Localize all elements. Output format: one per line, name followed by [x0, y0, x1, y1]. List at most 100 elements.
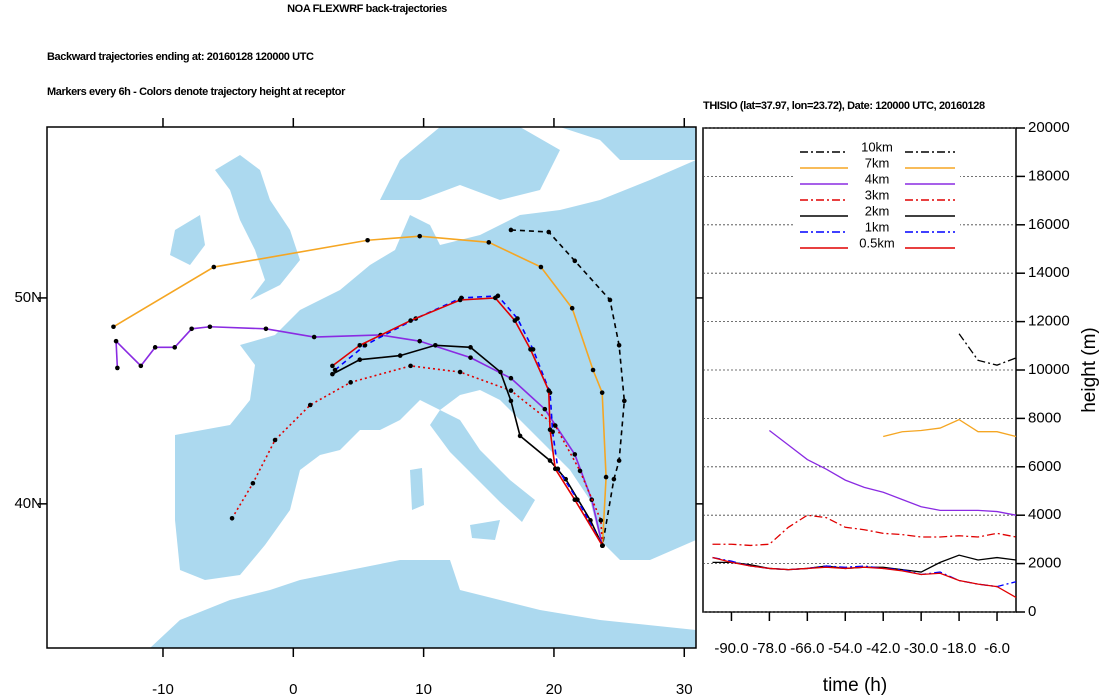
- y-tick-label: 14000: [1028, 264, 1070, 281]
- trajectory: [331, 297, 604, 547]
- trajectory: [332, 344, 604, 546]
- trajectory-marker: [508, 398, 514, 404]
- continent: [175, 160, 696, 580]
- x-tick-label: -78.0: [752, 640, 786, 657]
- trajectory-marker: [616, 342, 622, 348]
- trajectory-marker: [311, 334, 317, 340]
- trajectory-marker: [508, 388, 514, 393]
- trajectory-marker: [552, 423, 558, 428]
- trajectory-marker: [546, 388, 552, 393]
- trajectory-marker: [211, 264, 217, 270]
- trajectory-marker: [616, 458, 622, 463]
- trajectory-marker: [457, 297, 463, 303]
- x-tick-label: 10: [415, 681, 432, 698]
- x-tick-label: 20: [546, 681, 563, 698]
- trajectory-marker: [528, 347, 533, 352]
- africa: [150, 560, 696, 648]
- sicily: [470, 520, 500, 540]
- trajectory-marker: [332, 367, 338, 373]
- legend-label: 0.5km: [859, 235, 894, 250]
- trajectory-marker: [538, 264, 544, 270]
- x-tick-label: -10: [152, 681, 174, 698]
- y-tick-label: 12000: [1028, 313, 1070, 330]
- legend-label: 4km: [865, 171, 890, 186]
- trajectory-marker: [330, 371, 335, 377]
- x-tick-label: -66.0: [790, 640, 824, 657]
- trajectory-marker: [607, 297, 613, 303]
- trajectory-marker: [572, 452, 578, 457]
- britain: [215, 155, 300, 300]
- scandinavia-east: [560, 127, 696, 160]
- trajectory-marker: [512, 318, 518, 323]
- italy: [430, 410, 535, 522]
- trajectory-marker: [357, 357, 363, 362]
- legend-label: 1km: [865, 219, 890, 234]
- height-line: [883, 418, 1017, 438]
- figure-title: NOA FLEXWRF back-trajectories: [287, 3, 447, 15]
- trajectory-marker: [600, 543, 605, 548]
- trajectory-marker: [113, 338, 119, 344]
- y-tick-label: 20000: [1028, 119, 1070, 136]
- trajectory-marker: [111, 324, 116, 330]
- y-tick-label: 18000: [1028, 167, 1070, 184]
- subtitle: Markers every 6h - Colors denote traject…: [47, 86, 346, 98]
- x-tick-label: -18.0: [942, 640, 976, 657]
- trajectories: [111, 227, 627, 548]
- trajectory-marker: [468, 345, 473, 350]
- trajectory-marker: [598, 518, 604, 523]
- trajectory-marker: [611, 476, 617, 482]
- y-tick-label: 16000: [1028, 216, 1070, 233]
- trajectory-marker: [552, 466, 558, 472]
- trajectory-marker: [508, 227, 514, 233]
- trajectory-marker: [172, 345, 178, 350]
- trajectory-marker: [508, 375, 514, 381]
- y-tick-label: 0: [1028, 603, 1036, 620]
- legend-label: 3km: [865, 187, 890, 202]
- trajectory-marker: [498, 369, 503, 375]
- height-line: [768, 429, 1017, 516]
- height-line: [958, 333, 1017, 366]
- trajectory-marker: [572, 258, 578, 264]
- trajectory-marker: [272, 437, 278, 443]
- ireland: [170, 215, 205, 265]
- subtitle: Backward trajectories ending at: 2016012…: [47, 51, 314, 63]
- height-line: [712, 556, 1017, 599]
- x-tick-label: -90.0: [714, 640, 748, 657]
- map-frame: [46, 126, 697, 649]
- trajectory-marker: [348, 380, 353, 385]
- trajectory-marker: [590, 367, 596, 373]
- trajectory-marker: [115, 365, 120, 371]
- trajectory-marker: [599, 390, 605, 395]
- panel-title: THISIO (lat=37.97, lon=23.72), Date: 120…: [703, 100, 985, 112]
- trajectory-marker: [263, 326, 269, 332]
- trajectory-marker: [572, 497, 578, 503]
- trajectory-marker: [622, 398, 627, 404]
- trajectory-marker: [493, 295, 498, 301]
- sardinia: [410, 468, 424, 510]
- legend-label: 2km: [865, 203, 890, 218]
- y-tick-label: 8000: [1028, 409, 1061, 426]
- y-axis-label: height (m): [1079, 327, 1100, 413]
- trajectory-marker: [457, 369, 463, 375]
- y-tick-label: 2000: [1028, 555, 1061, 572]
- legend-label: 10km: [861, 139, 893, 154]
- trajectory-marker: [542, 406, 548, 412]
- x-tick-label: -42.0: [866, 640, 900, 657]
- trajectory-marker: [307, 402, 313, 408]
- trajectory-marker: [603, 474, 609, 480]
- trajectory-marker: [357, 342, 363, 348]
- trajectory-marker: [417, 233, 423, 239]
- trajectory-marker: [468, 355, 473, 360]
- scandinavia: [380, 127, 560, 200]
- trajectory-marker: [189, 326, 194, 332]
- x-axis-label: time (h): [823, 675, 887, 696]
- trajectory-marker: [207, 324, 213, 330]
- x-tick-label: 0: [289, 681, 297, 698]
- x-tick-label: -54.0: [828, 640, 862, 657]
- trajectory-marker: [152, 345, 158, 350]
- trajectory-marker: [546, 229, 552, 235]
- trajectory: [231, 365, 604, 546]
- trajectory-marker: [365, 237, 370, 243]
- trajectory-marker: [517, 433, 523, 439]
